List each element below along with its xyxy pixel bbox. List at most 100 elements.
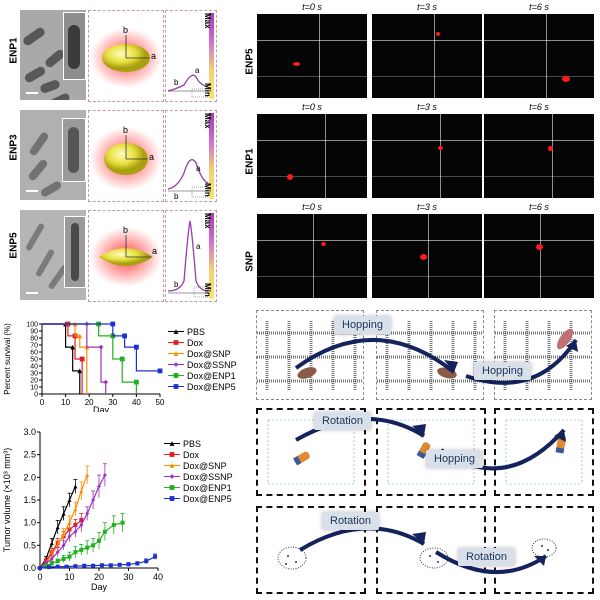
profile-min-label: Min	[203, 283, 212, 297]
micro-row-label: SNP	[244, 251, 256, 272]
data-point	[169, 463, 175, 468]
micro-frame	[257, 114, 367, 198]
survival-legend: PBS Dox Dox@SNP Dox@SSNP Dox@ENP1 Dox@ENP5	[168, 326, 237, 392]
time-label: t=6 s	[529, 2, 549, 12]
legend-entry: Dox@SNP	[164, 460, 233, 471]
data-point	[98, 344, 104, 350]
x-tick-label: 10	[64, 572, 74, 582]
tumor-legend: PBS Dox Dox@SNP Dox@SSNP Dox@ENP1 Dox@ENP5	[164, 438, 233, 504]
data-point	[43, 561, 48, 566]
tem-row-label: ENP1	[8, 37, 20, 64]
y-tick-label: 90	[30, 329, 38, 336]
label-rotation-2: Rotation	[322, 512, 379, 530]
data-point	[173, 329, 179, 334]
data-point	[119, 356, 125, 362]
legend-label: Dox@SNP	[187, 348, 231, 359]
legend-label: Dox@SSNP	[187, 359, 237, 370]
micro-row-label: ENP1	[244, 148, 256, 175]
data-point	[85, 545, 90, 550]
data-point	[79, 488, 84, 493]
y-axis-label: Percent survival (%)	[3, 323, 12, 395]
profile-min-label: Min	[203, 83, 212, 97]
x-tick-label: 10	[61, 398, 70, 407]
time-label: t=3 s	[417, 202, 437, 212]
data-point	[97, 484, 101, 489]
time-label: t=0 s	[302, 202, 322, 212]
data-point	[77, 368, 83, 374]
legend-entry: Dox	[164, 449, 233, 460]
micro-frame	[257, 14, 367, 98]
data-point	[55, 525, 60, 530]
tem-image	[20, 110, 86, 200]
rotation-arrows-2	[298, 526, 548, 574]
x-tick-label: 30	[108, 398, 117, 407]
x-tick-label: 50	[156, 398, 165, 407]
tem-row-label: ENP3	[8, 134, 20, 161]
data-point	[102, 529, 107, 534]
axis-letter-b: b	[123, 125, 128, 135]
x-tick-label: 40	[153, 572, 163, 582]
label-hopping-2: Hopping	[474, 362, 531, 380]
legend-symbol	[164, 450, 180, 459]
data-point	[49, 541, 54, 546]
data-point	[169, 474, 175, 479]
flux-profile: a b Max Min	[165, 10, 217, 102]
data-point	[73, 550, 78, 555]
legend-label: Dox@ENP5	[187, 381, 236, 392]
rotation-frame-3	[494, 408, 594, 496]
data-point	[73, 564, 78, 569]
data-point	[169, 441, 175, 446]
y-tick-label: 50	[30, 357, 38, 364]
data-point	[153, 554, 158, 559]
x-tick-label: 30	[123, 572, 133, 582]
y-tick-label: 0.0	[23, 563, 36, 573]
y-tick-label: 100	[26, 322, 38, 329]
data-point	[157, 368, 163, 374]
y-tick-label: 10	[30, 385, 38, 392]
x-tick-label: 0	[37, 572, 42, 582]
data-point	[111, 522, 116, 527]
legend-entry: Dox@ENP5	[168, 381, 237, 392]
data-point	[82, 563, 87, 568]
data-point	[135, 561, 140, 566]
legend-symbol	[168, 327, 184, 336]
particle-spot	[562, 76, 570, 82]
data-point	[61, 543, 66, 548]
y-tick-label: 2.0	[23, 472, 36, 482]
particle-spot	[536, 244, 543, 250]
time-label: t=6 s	[529, 102, 549, 112]
legend-entry: Dox@ENP1	[164, 482, 233, 493]
micro-frame	[372, 114, 482, 198]
data-point	[61, 556, 66, 561]
flux-profile-svg: a b	[167, 66, 210, 98]
legend-symbol	[164, 461, 180, 470]
legend-symbol	[164, 472, 180, 481]
y-tick-label: 3.0	[23, 427, 36, 437]
profile-letter-b: b	[174, 192, 179, 201]
data-point	[91, 563, 96, 568]
data-point	[108, 563, 113, 568]
tem-image	[20, 10, 86, 100]
particle-spot	[321, 242, 326, 246]
profile-letter-b: b	[174, 280, 179, 289]
particle-spot	[438, 146, 443, 150]
ellipsoid-model-svg: b a	[90, 25, 162, 88]
legend-symbol	[164, 494, 180, 503]
data-point	[134, 379, 139, 385]
y-tick-label: 20	[30, 378, 38, 385]
data-point	[173, 362, 179, 367]
particle-spot	[293, 62, 300, 66]
flux-profile-svg: a b	[167, 159, 210, 201]
legend-symbol	[164, 483, 180, 492]
y-tick-label: 2.5	[23, 450, 36, 460]
ellipsoid-model: b a	[88, 10, 164, 102]
axis-letter-b: b	[123, 225, 128, 235]
legend-entry: Dox	[168, 337, 237, 348]
legend-symbol	[168, 371, 184, 380]
data-point	[73, 507, 78, 512]
x-axis-label: Day	[91, 582, 108, 592]
legend-label: Dox@SNP	[183, 460, 227, 471]
data-point	[43, 563, 48, 568]
time-label: t=3 s	[417, 102, 437, 112]
data-point	[73, 484, 78, 489]
